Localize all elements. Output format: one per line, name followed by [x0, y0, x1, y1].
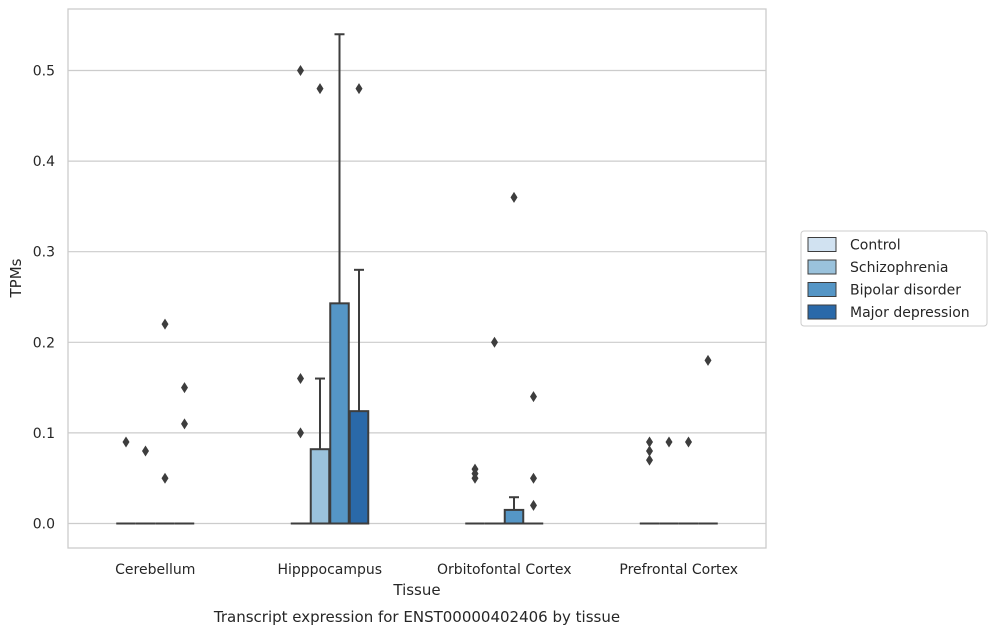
legend-swatch-0 — [807, 237, 837, 252]
outlier-point — [510, 191, 518, 203]
legend-swatch-2 — [807, 282, 837, 297]
outlier-point — [530, 472, 537, 484]
x-tick-label: Prefrontal Cortex — [619, 562, 738, 578]
box-body — [329, 302, 350, 525]
outlier-point — [665, 436, 673, 448]
box-2-1 — [329, 33, 350, 525]
outlier-point — [646, 436, 653, 448]
box-body — [309, 448, 331, 525]
outlier-point — [491, 336, 498, 348]
box-1-1 — [309, 377, 331, 525]
boxes — [116, 33, 718, 525]
box-2-2 — [503, 496, 525, 525]
plot-frame — [67, 8, 767, 549]
legend-label-3: Major depression — [850, 305, 970, 321]
legend-swatch-1 — [807, 259, 837, 275]
outlier-point — [471, 472, 479, 484]
outlier-point — [122, 436, 130, 448]
outlier-point — [161, 318, 169, 330]
y-tick-label: 0.3 — [33, 245, 55, 261]
x-tick-label: Orbitofontal Cortex — [437, 562, 572, 578]
x-tick-label: Hipppocampus — [277, 562, 382, 578]
legend-frame — [800, 230, 988, 327]
legend-label-0: Control — [850, 238, 901, 254]
x-tick-labels: Cerebellum Hipppocampus Orbitofontal Corte… — [115, 562, 738, 578]
chart-caption: Transcript expression for ENST0000040240… — [213, 608, 620, 626]
outlier-point — [530, 391, 537, 403]
outlier-point — [646, 454, 653, 466]
legend-label-1: Schizophrenia — [850, 260, 948, 276]
box-body — [348, 410, 370, 525]
outlier-point — [685, 436, 692, 448]
outlier-point — [355, 83, 363, 95]
outlier-point — [142, 445, 149, 457]
gridlines — [68, 69, 766, 525]
outlier-point — [297, 373, 304, 385]
y-tick-label: 0.2 — [33, 335, 55, 351]
legend: Control Schizophrenia Bipolar disorder Majo… — [800, 230, 988, 327]
box-3-1 — [348, 268, 370, 525]
legend-swatch-3 — [807, 304, 837, 320]
outlier-point — [181, 382, 188, 394]
y-tick-label: 0.1 — [33, 426, 55, 442]
outlier-point — [316, 83, 324, 95]
box-body — [503, 508, 525, 525]
outlier-point — [530, 499, 537, 511]
outlier-point — [646, 445, 653, 457]
y-tick-labels: 0.0 0.1 0.2 0.3 0.4 0.5 — [33, 64, 55, 533]
outlier-point — [297, 427, 304, 439]
y-tick-label: 0.5 — [33, 64, 55, 80]
x-axis-label: Tissue — [392, 581, 440, 599]
outlier-point — [181, 418, 188, 430]
outlier-point — [704, 354, 712, 366]
outlier-point — [297, 65, 304, 76]
y-tick-label: 0.0 — [33, 517, 55, 533]
x-tick-label: Cerebellum — [115, 562, 195, 578]
y-axis-label: TPMs — [7, 258, 25, 298]
outliers — [122, 65, 712, 511]
outlier-point — [161, 472, 169, 484]
legend-label-2: Bipolar disorder — [850, 283, 961, 299]
y-tick-label: 0.4 — [33, 154, 55, 170]
